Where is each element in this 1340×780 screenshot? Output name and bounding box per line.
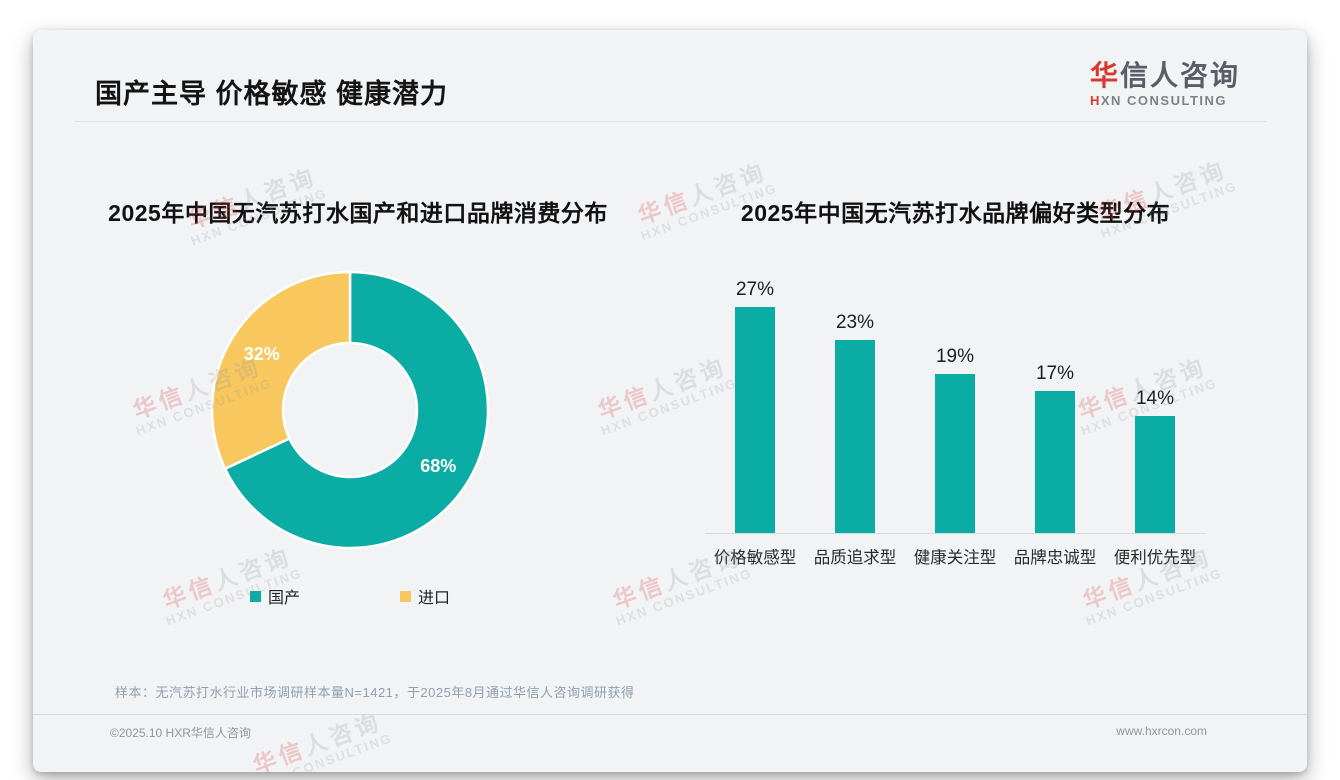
bar bbox=[1135, 416, 1175, 533]
bar-chart-title: 2025年中国无汽苏打水品牌偏好类型分布 bbox=[740, 200, 1171, 226]
logo-cn-rest: 信人咨询 bbox=[1119, 60, 1240, 91]
bar-value-label: 19% bbox=[935, 346, 975, 367]
donut-chart: 68% 32% bbox=[205, 265, 495, 555]
watermark: 华信人咨询 HXN CONSULTING bbox=[249, 708, 395, 772]
bar-value-label: 14% bbox=[1135, 388, 1175, 409]
legend-label: 进口 bbox=[418, 590, 451, 607]
logo-chinese-text: 华信人咨询 bbox=[1090, 62, 1240, 90]
logo-en-accent: H bbox=[1089, 93, 1101, 108]
bar bbox=[735, 307, 775, 533]
legend-label: 国产 bbox=[267, 590, 300, 607]
company-logo: 华信人咨询 HXN CONSULTING bbox=[1090, 62, 1240, 108]
bar-value-label: 27% bbox=[735, 279, 775, 300]
bar-category-label: 价格敏感型 bbox=[713, 549, 797, 567]
logo-cn-accent: 华 bbox=[1089, 60, 1120, 91]
legend-swatch bbox=[400, 590, 411, 602]
bar-column-品牌忠诚型: 17% bbox=[1005, 363, 1105, 533]
donut-chart-svg: 68% 32% bbox=[210, 270, 490, 550]
logo-en-rest: XN CONSULTING bbox=[1100, 93, 1228, 108]
legend-item-进口: 进口 bbox=[400, 584, 450, 608]
donut-data-label: 68% bbox=[420, 456, 456, 476]
bar-value-label: 23% bbox=[835, 312, 875, 333]
slide-card: 国产主导 价格敏感 健康潜力 华信人咨询 HXN CONSULTING 2025… bbox=[33, 30, 1307, 772]
bar bbox=[935, 374, 975, 533]
bar-chart-categories: 价格敏感型 品质追求型 健康关注型 品牌忠诚型 便利优先型 bbox=[705, 544, 1205, 568]
logo-english-text: HXN CONSULTING bbox=[1090, 94, 1240, 107]
bar-category-label: 品质追求型 bbox=[813, 549, 897, 567]
bar bbox=[835, 340, 875, 533]
footer-copyright: ©2025.10 HXR华信人咨询 bbox=[110, 726, 251, 740]
bar-category-label: 品牌忠诚型 bbox=[1013, 549, 1097, 567]
donut-slice-国产 bbox=[223, 270, 490, 550]
legend-item-国产: 国产 bbox=[249, 584, 300, 608]
donut-chart-title: 2025年中国无汽苏打水国产和进口品牌消费分布 bbox=[108, 200, 608, 226]
bar-category-label: 便利优先型 bbox=[1113, 549, 1197, 567]
legend-swatch bbox=[249, 590, 261, 602]
page-title: 国产主导 价格敏感 健康潜力 bbox=[95, 79, 449, 109]
bar bbox=[1035, 391, 1075, 533]
donut-data-label: 32% bbox=[244, 344, 280, 364]
bar-column-品质追求型: 23% bbox=[805, 312, 905, 533]
bar-column-健康关注型: 19% bbox=[905, 346, 1005, 533]
donut-slice-进口 bbox=[210, 270, 352, 471]
bar-value-label: 17% bbox=[1035, 363, 1075, 384]
footer-divider bbox=[33, 714, 1307, 715]
donut-legend: 国产 进口 bbox=[205, 584, 495, 608]
sample-footnote: 样本：无汽苏打水行业市场调研样本量N=1421，于2025年8月通过华信人咨询调… bbox=[115, 685, 635, 700]
bar-column-便利优先型: 14% bbox=[1105, 388, 1205, 533]
bar-chart-plot: 27% 23% 19% 17% 14% bbox=[705, 270, 1205, 534]
bar-category-label: 健康关注型 bbox=[913, 549, 997, 567]
footer-website: www.hxrcon.com bbox=[1116, 724, 1207, 738]
header-divider bbox=[75, 121, 1267, 122]
bar-column-价格敏感型: 27% bbox=[705, 279, 805, 533]
